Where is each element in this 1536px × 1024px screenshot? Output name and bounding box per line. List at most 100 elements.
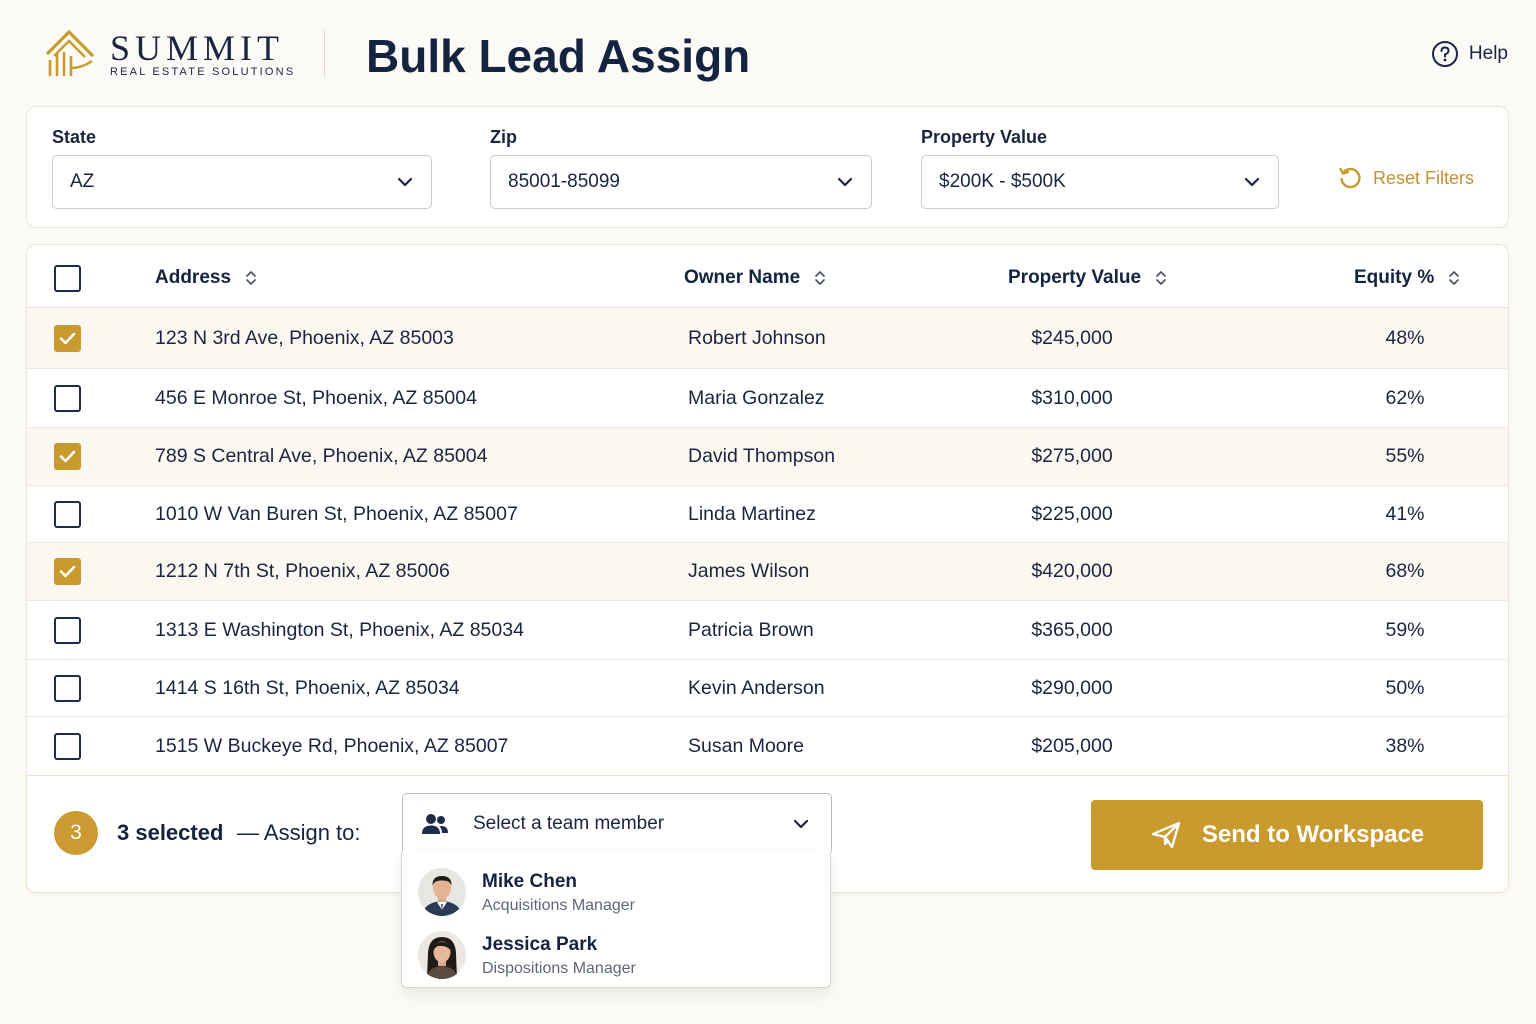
address-cell: 1414 S 16th St, Phoenix, AZ 85034 xyxy=(155,677,460,699)
row-checkbox[interactable] xyxy=(54,501,81,528)
filter-panel: State AZ Zip 85001-85099 Property Value … xyxy=(26,106,1509,228)
table-row[interactable]: 1212 N 7th St, Phoenix, AZ 85006 James Wi… xyxy=(27,543,1508,601)
team-member-option[interactable]: Mike Chen Acquisitions Manager xyxy=(402,857,830,919)
property-value-cell: $245,000 xyxy=(1031,327,1113,349)
reset-filters-button[interactable]: Reset Filters xyxy=(1337,165,1474,191)
owner-name-cell: Maria Gonzalez xyxy=(688,387,825,409)
avatar xyxy=(418,931,466,979)
option-role: Acquisitions Manager xyxy=(482,897,635,914)
table-row[interactable]: 456 E Monroe St, Phoenix, AZ 85004 Maria … xyxy=(27,369,1508,428)
column-value-label: Property Value xyxy=(1008,267,1142,288)
selected-count-text: 3 selected xyxy=(117,820,224,845)
address-cell: 789 S Central Ave, Phoenix, AZ 85004 xyxy=(155,445,488,467)
people-icon xyxy=(422,813,448,834)
team-member-dropdown: Mike Chen Acquisitions Manager Jessica P… xyxy=(401,851,831,988)
table-row[interactable]: 123 N 3rd Ave, Phoenix, AZ 85003 Robert J… xyxy=(27,308,1508,369)
team-member-placeholder: Select a team member xyxy=(473,812,665,834)
row-checkbox[interactable] xyxy=(54,675,81,702)
equity-cell: 55% xyxy=(1385,445,1425,467)
sort-icon xyxy=(246,271,256,285)
property-value-cell: $275,000 xyxy=(1031,445,1113,467)
zip-filter-label: Zip xyxy=(490,127,517,147)
property-value-cell: $365,000 xyxy=(1031,619,1113,641)
zip-select-value: 85001-85099 xyxy=(508,171,620,192)
select-all-checkbox[interactable] xyxy=(54,265,81,292)
equity-cell: 50% xyxy=(1385,677,1425,699)
sort-icon xyxy=(1156,271,1166,285)
property-value-cell: $290,000 xyxy=(1031,677,1113,699)
property-value-filter-label: Property Value xyxy=(921,127,1048,147)
owner-name-cell: James Wilson xyxy=(688,560,810,582)
column-equity-label: Equity % xyxy=(1354,267,1435,288)
reset-icon xyxy=(1339,167,1361,189)
zip-select[interactable]: 85001-85099 xyxy=(490,155,872,209)
address-cell: 123 N 3rd Ave, Phoenix, AZ 85003 xyxy=(155,327,454,349)
table-row[interactable]: 1414 S 16th St, Phoenix, AZ 85034 Kevin A… xyxy=(27,660,1508,717)
column-header-equity[interactable]: Equity % xyxy=(1354,267,1460,289)
column-owner-label: Owner Name xyxy=(684,267,801,288)
equity-cell: 48% xyxy=(1385,327,1425,349)
team-member-select[interactable]: Select a team member xyxy=(402,793,832,854)
avatar xyxy=(418,868,466,916)
column-header-owner[interactable]: Owner Name xyxy=(684,267,826,289)
address-cell: 1313 E Washington St, Phoenix, AZ 85034 xyxy=(155,619,524,641)
property-value-cell: $420,000 xyxy=(1031,560,1113,582)
table-row[interactable]: 1515 W Buckeye Rd, Phoenix, AZ 85007 Susa… xyxy=(27,717,1508,776)
owner-name-cell: David Thompson xyxy=(688,445,836,467)
zip-filter: Zip 85001-85099 xyxy=(490,127,872,209)
address-cell: 1515 W Buckeye Rd, Phoenix, AZ 85007 xyxy=(155,735,509,757)
property-value-cell: $225,000 xyxy=(1031,503,1113,525)
send-icon xyxy=(1151,821,1181,849)
state-select-value: AZ xyxy=(70,171,95,192)
property-value-cell: $205,000 xyxy=(1031,735,1113,757)
help-label: Help xyxy=(1468,43,1508,64)
row-checkbox[interactable] xyxy=(54,325,81,352)
row-checkbox[interactable] xyxy=(54,443,81,470)
table-row[interactable]: 1313 E Washington St, Phoenix, AZ 85034 P… xyxy=(27,601,1508,660)
header-divider xyxy=(324,30,325,78)
state-filter: State AZ xyxy=(52,127,432,209)
equity-cell: 38% xyxy=(1385,735,1425,757)
equity-cell: 68% xyxy=(1385,560,1425,582)
column-address-label: Address xyxy=(155,267,232,288)
address-cell: 1212 N 7th St, Phoenix, AZ 85006 xyxy=(155,560,450,582)
reset-filters-label: Reset Filters xyxy=(1372,167,1474,188)
equity-cell: 62% xyxy=(1385,387,1425,409)
state-select[interactable]: AZ xyxy=(52,155,432,209)
brand-tagline: REAL ESTATE SOLUTIONS xyxy=(110,66,296,78)
owner-name-cell: Kevin Anderson xyxy=(688,677,825,699)
row-checkbox[interactable] xyxy=(54,385,81,412)
table-row[interactable]: 789 S Central Ave, Phoenix, AZ 85004 Davi… xyxy=(27,428,1508,486)
row-checkbox[interactable] xyxy=(54,733,81,760)
page-title: Bulk Lead Assign xyxy=(366,30,751,82)
column-header-property-value[interactable]: Property Value xyxy=(1008,267,1167,289)
team-member-option[interactable]: Jessica Park Dispositions Manager xyxy=(402,920,830,982)
row-checkbox[interactable] xyxy=(54,617,81,644)
column-header-address[interactable]: Address xyxy=(155,267,257,289)
row-checkbox[interactable] xyxy=(54,558,81,585)
help-button[interactable]: Help xyxy=(1431,40,1508,68)
address-cell: 1010 W Van Buren St, Phoenix, AZ 85007 xyxy=(155,503,518,525)
leads-table: Address Owner Name Property Value Equity… xyxy=(26,244,1509,776)
equity-cell: 41% xyxy=(1385,503,1425,525)
question-circle-icon xyxy=(1431,41,1458,67)
send-to-workspace-button[interactable]: Send to Workspace xyxy=(1091,800,1483,870)
option-name: Mike Chen xyxy=(482,871,578,892)
property-value-select[interactable]: $200K - $500K xyxy=(921,155,1279,209)
table-header: Address Owner Name Property Value Equity… xyxy=(27,245,1508,308)
brand-name: SUMMIT xyxy=(110,28,285,68)
owner-name-cell: Susan Moore xyxy=(688,735,804,757)
chevron-down-icon xyxy=(837,177,853,187)
owner-name-cell: Linda Martinez xyxy=(688,503,816,525)
chevron-down-icon xyxy=(793,819,809,828)
chevron-down-icon xyxy=(397,177,413,187)
sort-icon xyxy=(815,271,826,285)
property-value-select-value: $200K - $500K xyxy=(939,171,1066,192)
option-name: Jessica Park xyxy=(482,934,598,955)
owner-name-cell: Robert Johnson xyxy=(688,327,826,349)
table-row[interactable]: 1010 W Van Buren St, Phoenix, AZ 85007 Li… xyxy=(27,486,1508,543)
assign-to-label: — Assign to: xyxy=(237,820,361,845)
address-cell: 456 E Monroe St, Phoenix, AZ 85004 xyxy=(155,387,477,409)
chevron-down-icon xyxy=(1244,177,1260,187)
option-role: Dispositions Manager xyxy=(482,960,636,977)
